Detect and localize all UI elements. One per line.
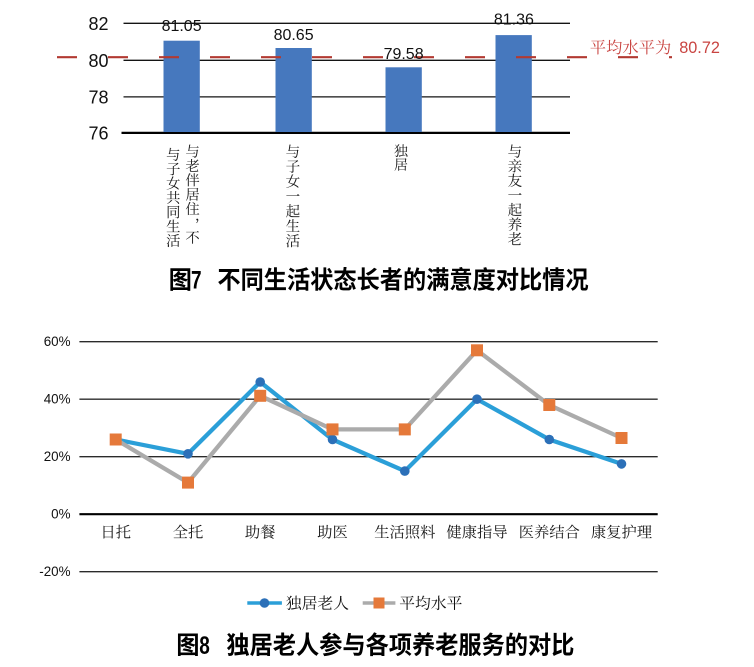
svg-text:40%: 40% bbox=[44, 391, 71, 406]
svg-text:7: 7 bbox=[191, 266, 202, 294]
svg-text:-20%: -20% bbox=[39, 564, 70, 579]
svg-text:79.58: 79.58 bbox=[384, 46, 424, 63]
svg-text:81.05: 81.05 bbox=[162, 18, 202, 35]
svg-text:60%: 60% bbox=[44, 334, 71, 349]
svg-text:80: 80 bbox=[88, 51, 108, 71]
svg-text:82: 82 bbox=[88, 14, 108, 34]
svg-text:80.72: 80.72 bbox=[679, 39, 720, 57]
svg-text:0%: 0% bbox=[51, 506, 70, 521]
svg-text:20%: 20% bbox=[44, 449, 71, 464]
svg-text:81.36: 81.36 bbox=[494, 12, 534, 29]
svg-text:78: 78 bbox=[88, 88, 108, 108]
svg-text:76: 76 bbox=[88, 124, 108, 144]
svg-text:8: 8 bbox=[199, 631, 210, 659]
svg-text:80.65: 80.65 bbox=[274, 27, 314, 44]
